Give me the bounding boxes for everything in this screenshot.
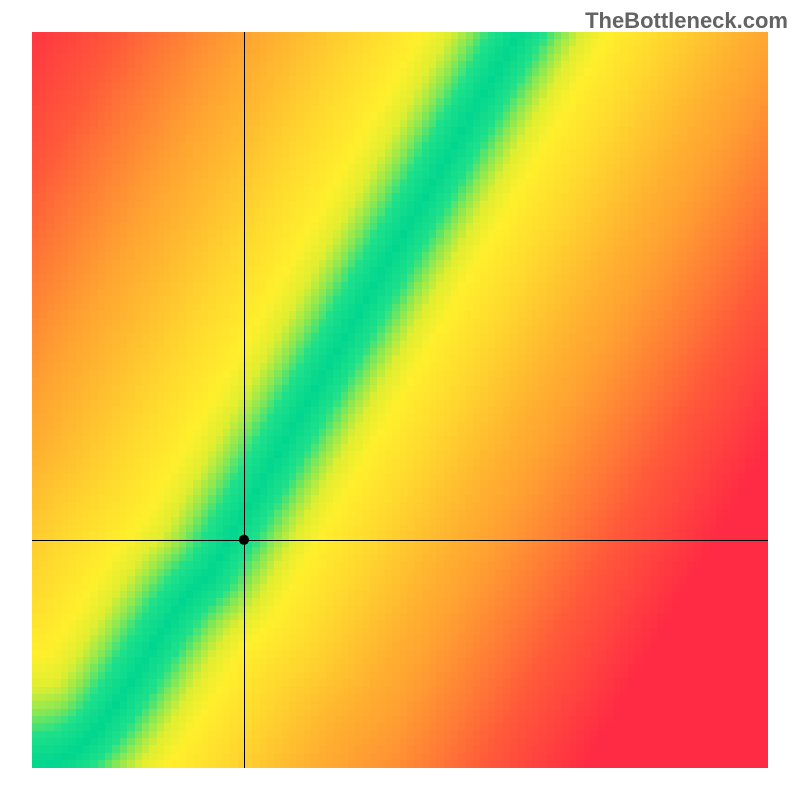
heatmap-plot	[32, 32, 768, 768]
chart-container: TheBottleneck.com	[0, 0, 800, 800]
heatmap-canvas	[32, 32, 768, 768]
watermark-text: TheBottleneck.com	[585, 8, 788, 34]
